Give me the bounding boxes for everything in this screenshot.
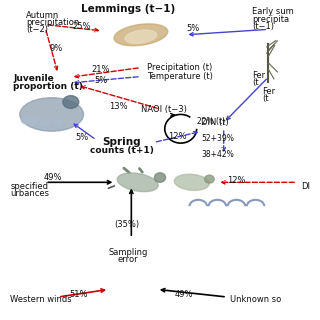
Text: Unknown so: Unknown so <box>230 295 281 304</box>
Text: (t−1): (t−1) <box>252 22 274 31</box>
Text: 21%: 21% <box>92 65 110 74</box>
Text: (35%): (35%) <box>114 220 139 229</box>
Ellipse shape <box>53 119 63 126</box>
Text: 49%: 49% <box>44 173 62 182</box>
Text: 38+42%: 38+42% <box>201 150 234 159</box>
Ellipse shape <box>114 24 168 46</box>
Text: (t: (t <box>262 94 268 103</box>
Text: 5%: 5% <box>94 76 108 85</box>
Ellipse shape <box>63 96 79 108</box>
Text: Spring: Spring <box>102 138 141 148</box>
Text: 51%: 51% <box>69 290 88 299</box>
Ellipse shape <box>41 120 50 127</box>
Text: Fer: Fer <box>252 71 266 80</box>
Text: Fer: Fer <box>262 87 275 96</box>
Text: Western winds: Western winds <box>10 295 72 304</box>
Text: 5%: 5% <box>75 132 89 141</box>
Text: specified: specified <box>10 182 48 191</box>
Text: 49%: 49% <box>175 290 193 299</box>
Ellipse shape <box>204 175 214 183</box>
Ellipse shape <box>125 30 157 44</box>
Ellipse shape <box>117 173 158 192</box>
Text: precipita: precipita <box>252 15 290 24</box>
Text: 22% (t): 22% (t) <box>197 117 225 126</box>
Text: DIN (t): DIN (t) <box>201 118 229 127</box>
Text: 25%: 25% <box>73 22 91 31</box>
Text: 52+39%: 52+39% <box>201 134 234 143</box>
Ellipse shape <box>174 174 209 190</box>
Text: counts (t+1): counts (t+1) <box>90 146 154 155</box>
FancyArrowPatch shape <box>124 168 129 172</box>
Text: error: error <box>118 255 139 264</box>
Ellipse shape <box>21 117 31 124</box>
Text: NAOI (t−3): NAOI (t−3) <box>141 105 187 114</box>
Text: 13%: 13% <box>109 102 128 111</box>
Text: 5%: 5% <box>187 24 200 33</box>
Ellipse shape <box>20 98 84 131</box>
Text: Juvenile: Juvenile <box>13 74 54 83</box>
Text: Early sum: Early sum <box>252 7 294 16</box>
Text: (t: (t <box>252 78 259 87</box>
Text: urbances: urbances <box>10 189 49 198</box>
Text: 12%: 12% <box>168 132 187 141</box>
Text: (t−2): (t−2) <box>26 25 48 34</box>
Text: Precipitation (t): Precipitation (t) <box>147 63 212 72</box>
Text: proportion (t): proportion (t) <box>13 82 83 91</box>
Text: Temperature (t): Temperature (t) <box>147 72 213 81</box>
Text: DI: DI <box>301 182 310 191</box>
Text: 9%: 9% <box>50 44 63 53</box>
Ellipse shape <box>28 118 37 125</box>
Text: precipitation: precipitation <box>26 18 79 27</box>
Ellipse shape <box>155 173 165 182</box>
Text: Autumn: Autumn <box>26 11 60 20</box>
Text: Sampling: Sampling <box>108 248 148 257</box>
Text: Lemmings (t−1): Lemmings (t−1) <box>81 4 175 14</box>
FancyArrowPatch shape <box>140 169 142 172</box>
Text: 12%: 12% <box>227 176 246 185</box>
FancyArrowPatch shape <box>108 186 115 188</box>
